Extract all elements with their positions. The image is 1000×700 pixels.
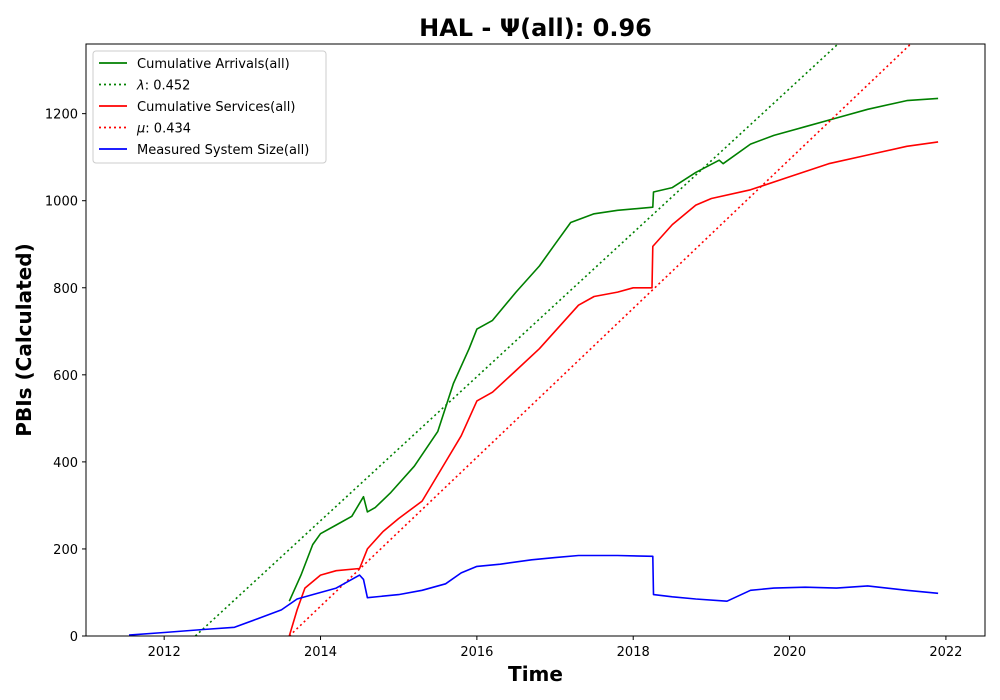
- x-tick-label: 2022: [929, 645, 962, 660]
- plot-frame: [85, 43, 986, 637]
- y-tick-label: 800: [53, 282, 78, 297]
- x-axis-label: Time: [508, 662, 563, 686]
- legend-entry: Cumulative Services(all): [137, 100, 295, 115]
- legend: Cumulative Arrivals(all) λ: 0.452 Cumulati…: [92, 50, 327, 164]
- y-tick-label: 0: [70, 630, 78, 645]
- y-tick-label: 600: [53, 369, 78, 384]
- x-tick-label: 2018: [617, 645, 650, 660]
- series-line-1: [194, 44, 839, 636]
- x-tick-label: 2014: [304, 645, 337, 660]
- axis-ticks: 2012 2014 2016 2018 2020 2022 0 200 400 600 800 100…: [45, 108, 963, 660]
- series-line-4: [128, 554, 939, 636]
- legend-entry: Measured System Size(all): [137, 143, 309, 158]
- series-line-2: [288, 141, 939, 636]
- x-tick-label: 2016: [460, 645, 493, 660]
- legend-entry: μ: 0.434: [136, 122, 191, 137]
- y-tick-label: 1000: [45, 195, 78, 210]
- x-tick-label: 2012: [148, 645, 181, 660]
- legend-box: [92, 50, 327, 164]
- y-tick-label: 200: [53, 543, 78, 558]
- y-axis-label: PBIs (Calculated): [12, 243, 36, 436]
- chart-title: HAL - Ψ(all): 0.96: [419, 14, 652, 42]
- legend-entry: Cumulative Arrivals(all): [137, 57, 290, 72]
- series-line-0: [288, 97, 939, 602]
- legend-entry: λ: 0.452: [136, 79, 190, 94]
- series-line-3: [288, 44, 912, 636]
- x-tick-label: 2020: [773, 645, 806, 660]
- plot-area: [128, 44, 939, 636]
- y-tick-label: 1200: [45, 108, 78, 123]
- y-tick-label: 400: [53, 456, 78, 471]
